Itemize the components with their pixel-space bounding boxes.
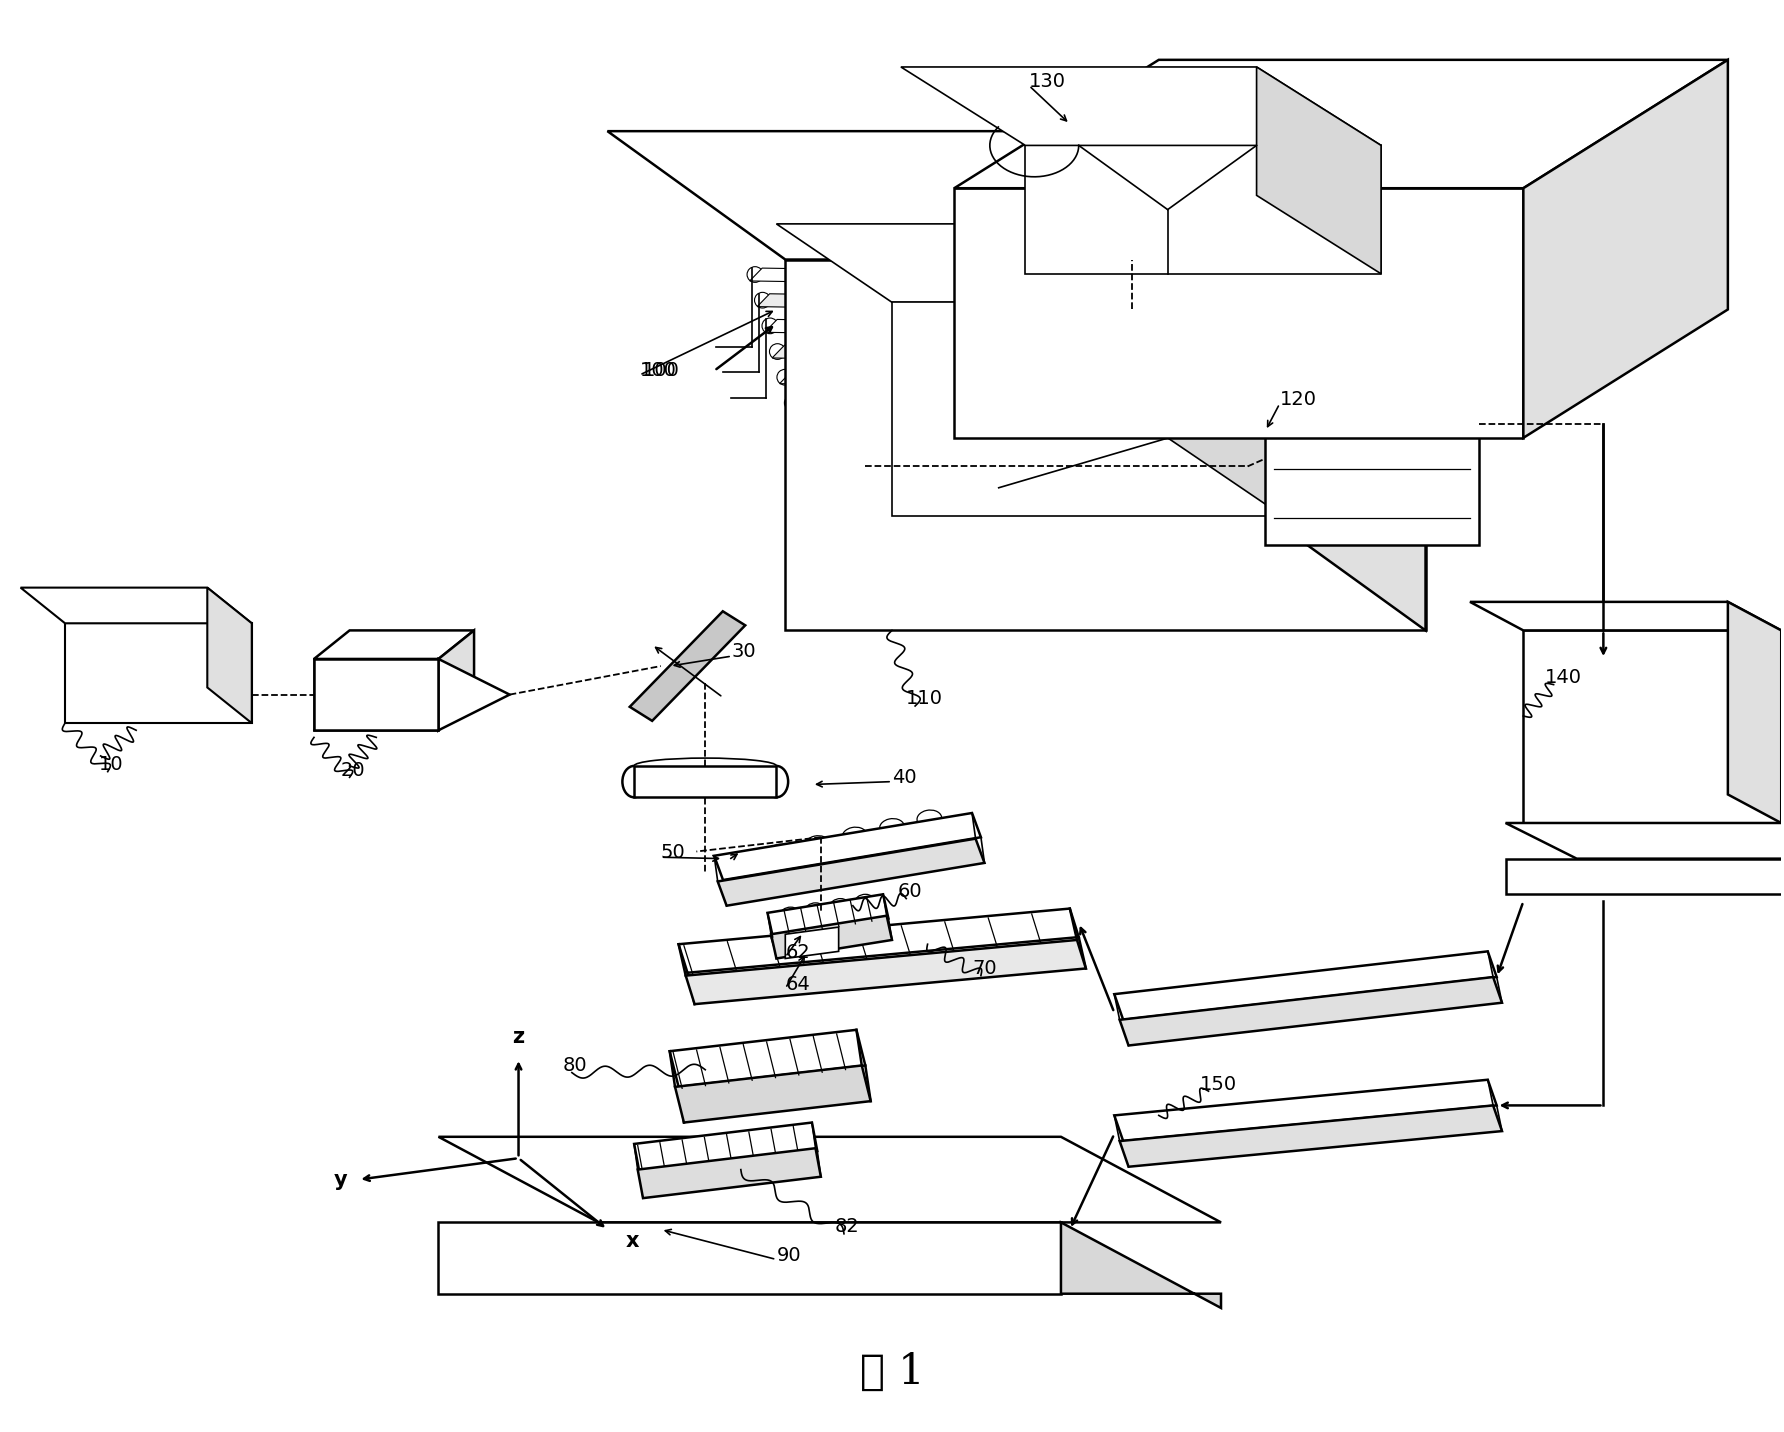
- Ellipse shape: [830, 899, 851, 915]
- Text: 120: 120: [1279, 390, 1317, 408]
- Polygon shape: [64, 623, 252, 723]
- Ellipse shape: [778, 369, 792, 385]
- Polygon shape: [1506, 859, 1784, 895]
- Polygon shape: [749, 268, 1083, 286]
- Polygon shape: [785, 927, 838, 958]
- Polygon shape: [771, 915, 892, 958]
- Polygon shape: [767, 895, 888, 937]
- Polygon shape: [685, 939, 1086, 1004]
- Polygon shape: [669, 1030, 865, 1087]
- Text: 64: 64: [785, 975, 810, 994]
- Ellipse shape: [762, 318, 778, 334]
- Text: 130: 130: [1029, 72, 1067, 90]
- Ellipse shape: [747, 266, 764, 282]
- Polygon shape: [785, 259, 1425, 630]
- Polygon shape: [1115, 951, 1497, 1020]
- Polygon shape: [954, 188, 1524, 438]
- Text: 150: 150: [1199, 1074, 1236, 1094]
- Polygon shape: [1506, 823, 1784, 859]
- Polygon shape: [776, 223, 1283, 302]
- Polygon shape: [794, 422, 999, 438]
- Polygon shape: [207, 587, 252, 723]
- Ellipse shape: [769, 344, 785, 359]
- Ellipse shape: [880, 819, 904, 836]
- Polygon shape: [765, 319, 1054, 337]
- Text: z: z: [512, 1027, 524, 1047]
- Polygon shape: [1115, 1080, 1497, 1141]
- Polygon shape: [633, 766, 776, 798]
- Polygon shape: [787, 397, 1013, 412]
- Text: 70: 70: [972, 959, 997, 978]
- Text: 60: 60: [897, 882, 922, 901]
- Polygon shape: [1524, 60, 1729, 438]
- Polygon shape: [678, 908, 1079, 972]
- Polygon shape: [1524, 630, 1780, 823]
- Polygon shape: [1470, 601, 1780, 630]
- Polygon shape: [717, 839, 985, 905]
- Text: 50: 50: [660, 843, 685, 862]
- Ellipse shape: [842, 828, 867, 845]
- Polygon shape: [1120, 977, 1502, 1045]
- Ellipse shape: [855, 895, 876, 911]
- Text: 40: 40: [892, 768, 917, 786]
- Text: 82: 82: [835, 1217, 860, 1236]
- Polygon shape: [954, 60, 1729, 188]
- Polygon shape: [439, 659, 510, 730]
- Polygon shape: [1265, 302, 1479, 544]
- Polygon shape: [901, 67, 1381, 146]
- Polygon shape: [633, 1123, 817, 1173]
- Polygon shape: [439, 630, 475, 730]
- Polygon shape: [714, 813, 981, 881]
- Polygon shape: [803, 448, 985, 464]
- Text: 100: 100: [639, 361, 676, 381]
- Text: x: x: [624, 1232, 639, 1252]
- Polygon shape: [892, 302, 1283, 517]
- Text: 30: 30: [731, 643, 756, 662]
- Polygon shape: [21, 587, 252, 623]
- Text: 110: 110: [906, 689, 944, 709]
- Ellipse shape: [785, 395, 801, 411]
- Text: 90: 90: [776, 1246, 801, 1264]
- Text: 80: 80: [564, 1055, 587, 1075]
- Polygon shape: [1256, 67, 1381, 274]
- Text: 62: 62: [785, 944, 810, 962]
- Text: 10: 10: [98, 755, 123, 775]
- Polygon shape: [1120, 1106, 1502, 1167]
- Ellipse shape: [633, 758, 776, 773]
- Polygon shape: [756, 294, 1069, 311]
- Polygon shape: [314, 659, 439, 730]
- Ellipse shape: [767, 845, 792, 862]
- Ellipse shape: [730, 853, 755, 871]
- Text: 140: 140: [1545, 667, 1582, 687]
- Ellipse shape: [917, 811, 942, 828]
- Polygon shape: [772, 345, 1040, 362]
- Polygon shape: [607, 132, 1425, 259]
- Polygon shape: [780, 371, 1028, 388]
- Polygon shape: [439, 1223, 1061, 1293]
- Polygon shape: [314, 630, 475, 659]
- Polygon shape: [1061, 1223, 1220, 1307]
- Polygon shape: [1026, 146, 1381, 274]
- Ellipse shape: [792, 421, 808, 437]
- Ellipse shape: [805, 836, 830, 853]
- Text: 100: 100: [642, 361, 680, 381]
- Text: 图 1: 图 1: [860, 1352, 924, 1393]
- Polygon shape: [630, 611, 746, 720]
- Polygon shape: [674, 1065, 871, 1123]
- Text: y: y: [334, 1170, 348, 1190]
- Polygon shape: [1247, 132, 1425, 630]
- Ellipse shape: [780, 906, 801, 924]
- Ellipse shape: [755, 292, 771, 308]
- Polygon shape: [637, 1148, 821, 1199]
- Text: 20: 20: [341, 760, 366, 779]
- Polygon shape: [439, 1137, 1220, 1223]
- Ellipse shape: [765, 766, 789, 798]
- Polygon shape: [1169, 223, 1283, 517]
- Polygon shape: [314, 659, 439, 730]
- Ellipse shape: [623, 766, 646, 798]
- Ellipse shape: [805, 902, 826, 919]
- Polygon shape: [1729, 601, 1780, 823]
